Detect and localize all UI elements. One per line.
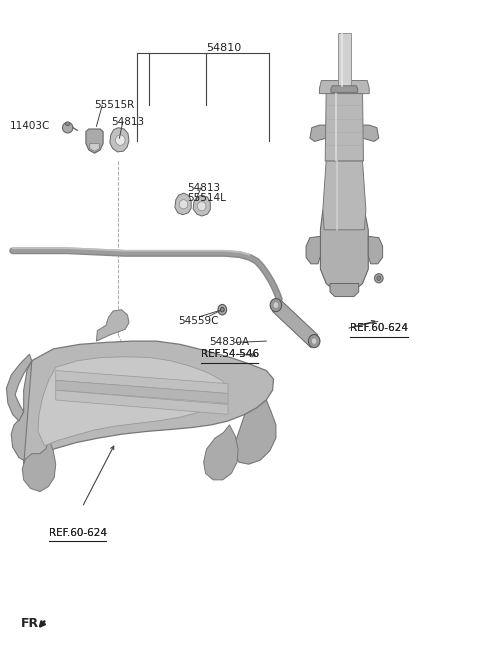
Polygon shape [310, 125, 326, 142]
Text: 55515R: 55515R [94, 100, 134, 110]
Ellipse shape [116, 135, 125, 146]
Polygon shape [323, 161, 366, 230]
Text: 55514L: 55514L [187, 194, 226, 203]
Ellipse shape [220, 308, 224, 312]
Polygon shape [6, 354, 32, 421]
Polygon shape [22, 438, 56, 491]
Polygon shape [90, 144, 99, 152]
Ellipse shape [179, 199, 188, 209]
Text: 11403C: 11403C [10, 121, 51, 131]
Polygon shape [175, 193, 191, 215]
Polygon shape [306, 236, 321, 264]
Polygon shape [321, 210, 368, 289]
Text: REF.60-624: REF.60-624 [350, 323, 408, 333]
Polygon shape [193, 195, 210, 216]
Text: REF.54-546: REF.54-546 [201, 349, 259, 359]
Polygon shape [86, 129, 103, 154]
Polygon shape [320, 81, 369, 94]
Polygon shape [24, 341, 274, 467]
Text: REF.60-624: REF.60-624 [48, 528, 107, 538]
Ellipse shape [374, 274, 383, 283]
Polygon shape [234, 400, 276, 464]
Polygon shape [330, 283, 359, 297]
Polygon shape [56, 371, 228, 394]
Ellipse shape [62, 123, 73, 133]
Ellipse shape [218, 304, 227, 315]
Polygon shape [56, 380, 228, 403]
Ellipse shape [312, 338, 317, 344]
Polygon shape [362, 125, 379, 142]
Text: REF.60-624: REF.60-624 [350, 323, 408, 333]
Ellipse shape [65, 122, 70, 126]
Text: 54813: 54813 [111, 117, 144, 127]
Polygon shape [204, 425, 238, 480]
Ellipse shape [270, 298, 282, 312]
Ellipse shape [273, 302, 279, 308]
Polygon shape [38, 357, 228, 446]
Polygon shape [325, 94, 363, 161]
Polygon shape [110, 128, 129, 152]
Polygon shape [331, 86, 358, 92]
Polygon shape [11, 361, 44, 467]
Text: 54813: 54813 [187, 183, 220, 193]
Polygon shape [56, 390, 228, 415]
Text: 54559C: 54559C [178, 316, 218, 327]
Polygon shape [368, 236, 383, 264]
Polygon shape [273, 298, 317, 348]
Ellipse shape [197, 201, 206, 211]
Ellipse shape [309, 335, 320, 348]
Ellipse shape [377, 276, 381, 281]
Text: FR.: FR. [21, 617, 44, 630]
Text: REF.60-624: REF.60-624 [48, 528, 107, 538]
Text: 54830A: 54830A [209, 337, 249, 348]
Polygon shape [96, 310, 129, 341]
Text: REF.54-546: REF.54-546 [201, 349, 259, 359]
Text: 54810: 54810 [206, 43, 242, 53]
Polygon shape [338, 33, 350, 87]
